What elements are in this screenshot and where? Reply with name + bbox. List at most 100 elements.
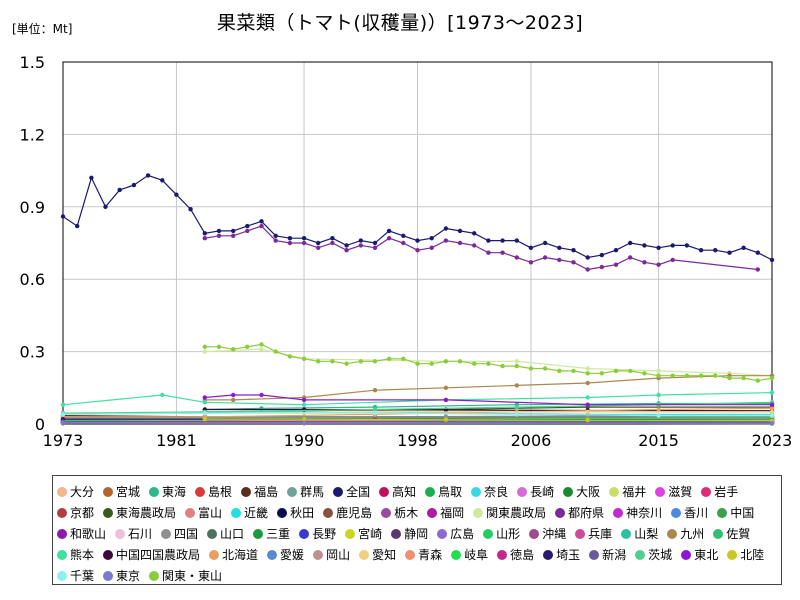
legend-item: 兵庫 bbox=[575, 523, 612, 544]
legend-swatch bbox=[231, 507, 242, 518]
legend: 大分 宮城 東海 島根 福島 群馬 全国 高知 鳥取 奈良 長崎 大阪 福井 滋賀 岩手 京都 東海農政局 富山 近… bbox=[52, 475, 782, 585]
x-tick-label: 1981 bbox=[156, 431, 197, 450]
data-point bbox=[259, 347, 264, 352]
series-都府県 bbox=[202, 223, 760, 272]
data-point bbox=[316, 240, 321, 246]
legend-label: 東海 bbox=[162, 485, 187, 499]
legend-item: 東京 bbox=[103, 565, 140, 586]
legend-item: 鹿児島 bbox=[323, 502, 372, 523]
legend-swatch bbox=[299, 528, 310, 539]
legend-item: 愛知 bbox=[359, 544, 396, 565]
legend-swatch bbox=[359, 549, 370, 560]
legend-item: 群馬 bbox=[287, 481, 324, 502]
legend-label: 中国 bbox=[730, 506, 755, 520]
legend-item: 四国 bbox=[161, 523, 198, 544]
data-point bbox=[372, 407, 378, 412]
data-point bbox=[528, 245, 534, 250]
legend-swatch bbox=[185, 507, 196, 518]
data-point bbox=[628, 255, 633, 260]
data-point bbox=[769, 390, 775, 395]
data-point bbox=[287, 354, 293, 359]
legend-item: 京都 bbox=[57, 502, 94, 523]
legend-swatch bbox=[451, 549, 462, 560]
legend-label: 九州 bbox=[680, 527, 705, 541]
data-point bbox=[642, 371, 647, 376]
data-point bbox=[769, 413, 775, 418]
legend-swatch bbox=[471, 486, 482, 497]
legend-item: 東海 bbox=[149, 481, 186, 502]
legend-label: 佐賀 bbox=[726, 527, 751, 541]
data-point bbox=[358, 359, 363, 364]
legend-label: 三重 bbox=[266, 527, 291, 541]
legend-item: 富山 bbox=[185, 502, 222, 523]
data-point bbox=[557, 368, 562, 374]
legend-label: 東海農政局 bbox=[116, 506, 177, 520]
data-point bbox=[585, 380, 590, 386]
data-point bbox=[599, 264, 604, 270]
data-point bbox=[103, 204, 108, 209]
legend-item: 関東農政局 bbox=[473, 502, 546, 523]
data-point bbox=[415, 238, 420, 243]
legend-label: 奈良 bbox=[484, 485, 509, 499]
data-point bbox=[585, 371, 590, 376]
data-point bbox=[316, 245, 321, 250]
legend-swatch bbox=[149, 486, 160, 497]
legend-item: 愛媛 bbox=[267, 544, 304, 565]
legend-item: 都府県 bbox=[555, 502, 604, 523]
data-point bbox=[330, 359, 335, 364]
data-point bbox=[131, 182, 137, 188]
data-point bbox=[486, 250, 491, 255]
legend-item: 滋賀 bbox=[655, 481, 692, 502]
legend-label: 埼玉 bbox=[556, 548, 581, 562]
data-point bbox=[415, 248, 420, 253]
legend-swatch bbox=[103, 549, 114, 560]
legend-item: 三重 bbox=[253, 523, 290, 544]
data-point bbox=[344, 248, 349, 253]
data-point bbox=[542, 240, 548, 246]
data-point bbox=[202, 349, 207, 354]
legend-label: 長崎 bbox=[530, 485, 555, 499]
data-point bbox=[231, 228, 236, 234]
data-point bbox=[202, 395, 207, 400]
y-tick-label: 0.3 bbox=[20, 343, 45, 362]
data-point bbox=[528, 260, 534, 265]
legend-label: 北陸 bbox=[740, 548, 765, 562]
data-point bbox=[585, 366, 590, 371]
data-point bbox=[231, 392, 236, 398]
legend-swatch bbox=[241, 486, 252, 497]
data-point bbox=[301, 402, 307, 407]
data-point bbox=[656, 413, 661, 418]
legend-label: 青森 bbox=[418, 548, 443, 562]
legend-item: 中国四国農政局 bbox=[103, 544, 200, 565]
data-point bbox=[457, 228, 463, 234]
data-point bbox=[245, 344, 250, 349]
data-point bbox=[245, 228, 250, 234]
legend-item: 徳島 bbox=[497, 544, 534, 565]
legend-item: 島根 bbox=[195, 481, 232, 502]
data-point bbox=[514, 255, 519, 260]
legend-item: 石川 bbox=[115, 523, 152, 544]
data-point bbox=[216, 228, 222, 234]
data-point bbox=[401, 240, 406, 246]
legend-swatch bbox=[671, 507, 682, 518]
data-point bbox=[372, 240, 378, 246]
data-point bbox=[599, 371, 604, 376]
series-line bbox=[62, 422, 773, 424]
legend-swatch bbox=[57, 507, 67, 518]
data-point bbox=[386, 228, 392, 234]
series-line bbox=[204, 225, 758, 271]
data-point bbox=[769, 375, 775, 381]
legend-item: 香川 bbox=[671, 502, 708, 523]
legend-label: 兵庫 bbox=[588, 527, 613, 541]
data-point bbox=[613, 262, 619, 267]
legend-swatch bbox=[405, 549, 416, 560]
legend-label: 宮崎 bbox=[358, 527, 383, 541]
series-line bbox=[63, 421, 773, 423]
data-point bbox=[457, 359, 463, 364]
data-point bbox=[514, 383, 519, 388]
data-point bbox=[528, 366, 534, 371]
data-point bbox=[273, 349, 278, 354]
legend-item: 宮崎 bbox=[345, 523, 382, 544]
data-point bbox=[330, 240, 335, 246]
data-point bbox=[670, 257, 675, 263]
